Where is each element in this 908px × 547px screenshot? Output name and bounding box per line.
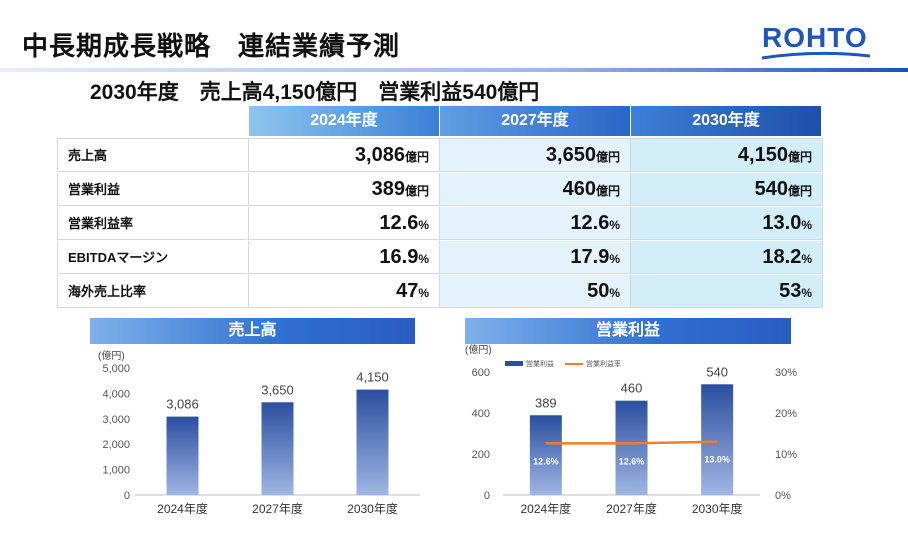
headline-targets: 2030年度 売上高4,150億円 営業利益540億円: [90, 81, 540, 104]
table-header-2024: 2024年度: [249, 106, 439, 136]
margin-data-label: 12.6%: [533, 456, 559, 466]
sales-data-label: 4,150: [356, 370, 389, 385]
legend-label: 営業利益: [526, 359, 554, 368]
table-cell: 12.6%: [439, 207, 630, 240]
y-tick-label: 0: [484, 490, 490, 502]
x-tick-label: 2030年度: [347, 501, 398, 516]
table-cell: 13.0%: [630, 207, 823, 240]
y-tick-label: 5,000: [102, 363, 130, 375]
profit-bar: [615, 400, 648, 495]
table-cell: 16.9%: [248, 241, 439, 274]
x-tick-label: 2024年度: [520, 501, 571, 516]
y-tick-label: 3,000: [102, 414, 130, 426]
y2-tick-label: 30%: [775, 367, 797, 379]
page-title: 中長期成長戦略 連結業績予測: [22, 31, 401, 61]
table-cell: 17.9%: [439, 241, 630, 274]
sales-bar: [261, 402, 294, 495]
table-cell: 12.6%: [248, 207, 439, 240]
table-cell: 18.2%: [630, 241, 823, 274]
margin-data-label: 12.6%: [619, 456, 645, 466]
row-label-ebitda-margin: EBITDAマージン: [57, 241, 247, 274]
sales-data-label: 3,086: [166, 397, 199, 412]
row-label-operating-margin: 営業利益率: [57, 207, 247, 240]
row-label-operating-profit: 営業利益: [57, 173, 247, 206]
table-cell: 50%: [439, 275, 630, 308]
table-cell: 389億円: [248, 173, 439, 206]
x-tick-label: 2030年度: [692, 501, 743, 516]
operating-profit-combo-chart: (億円) 0 200 400 600 0% 10% 20% 30% 営業利益 営業利益率 389 202…: [465, 343, 797, 516]
row-label-overseas-ratio: 海外売上比率: [57, 275, 247, 308]
sales-data-label: 3,650: [261, 382, 294, 397]
y2-tick-label: 20%: [775, 408, 797, 420]
y-tick-label: 400: [472, 408, 490, 420]
title-divider: [0, 68, 908, 72]
table-cell: 3,650億円: [439, 139, 630, 172]
x-tick-label: 2024年度: [157, 501, 208, 516]
profit-data-label: 540: [706, 364, 728, 379]
table-body: 売上高 3,086億円 3,650億円 4,150億円 営業利益 389億円 4…: [57, 138, 823, 311]
y-axis-unit-label: (億円): [465, 343, 492, 356]
table-cell: 3,086億円: [248, 139, 439, 172]
y-tick-label: 1,000: [102, 465, 130, 477]
logo-swoosh-icon: [761, 51, 871, 60]
sales-chart-title: 売上高: [90, 318, 415, 344]
y-axis-unit-label: (億円): [98, 349, 125, 362]
rohto-logo: ROHTO: [762, 22, 868, 53]
x-tick-label: 2027年度: [252, 501, 303, 516]
sales-bar-chart: (億円) 0 1,000 2,000 3,000 4,000 5,000 3,086 2024年…: [98, 349, 420, 516]
x-tick-label: 2027年度: [606, 501, 657, 516]
y-tick-label: 600: [472, 367, 490, 379]
table-header-2027: 2027年度: [440, 106, 630, 136]
profit-chart-title: 営業利益: [465, 318, 791, 344]
legend-bar-swatch: [505, 361, 523, 366]
table-header-2030: 2030年度: [631, 106, 821, 136]
sales-bar: [356, 389, 389, 495]
operating-margin-line: [545, 440, 718, 445]
profit-bar: [701, 384, 734, 495]
sales-bar: [166, 416, 199, 495]
table-cell: 47%: [248, 275, 439, 308]
table-cell: 4,150億円: [630, 139, 823, 172]
row-label-sales: 売上高: [57, 139, 247, 172]
margin-data-label: 13.0%: [704, 455, 730, 465]
table-cell: 460億円: [439, 173, 630, 206]
profit-data-label: 389: [535, 395, 557, 410]
y2-tick-label: 0%: [775, 490, 791, 502]
profit-bar: [529, 415, 562, 495]
y2-tick-label: 10%: [775, 449, 797, 461]
table-cell: 53%: [630, 275, 823, 308]
y-tick-label: 200: [472, 449, 490, 461]
table-cell: 540億円: [630, 173, 823, 206]
y-tick-label: 0: [124, 490, 130, 502]
legend-label: 営業利益率: [586, 359, 621, 368]
y-tick-label: 2,000: [102, 439, 130, 451]
y-tick-label: 4,000: [102, 388, 130, 400]
profit-data-label: 460: [621, 381, 643, 396]
